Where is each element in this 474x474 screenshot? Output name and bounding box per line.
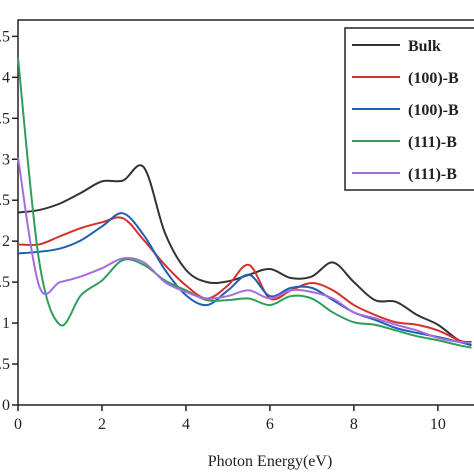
y-tick-label: 0	[2, 397, 10, 414]
x-tick-label: 0	[14, 416, 22, 433]
x-tick-label: 2	[98, 416, 106, 433]
y-tick-label: 3.5	[0, 110, 10, 127]
legend-label: (111)-B	[408, 134, 457, 151]
legend-label: Bulk	[408, 38, 441, 55]
series-line	[17, 212, 472, 347]
y-tick-label: 1	[2, 315, 10, 332]
series-line	[17, 157, 472, 344]
y-tick-label: 4	[2, 69, 10, 86]
x-axis-label: Photon Energy(eV)	[208, 453, 333, 470]
y-tick-label: 0.5	[0, 356, 10, 373]
y-tick-label: 4.5	[0, 28, 10, 45]
x-tick-label: 6	[266, 416, 274, 433]
x-tick-label: 4	[182, 416, 190, 433]
legend-label: (111)-B	[408, 166, 457, 183]
legend-label: (100)-B	[408, 102, 459, 119]
y-tick-label: 2	[2, 233, 10, 250]
series-line	[17, 57, 472, 349]
y-tick-label: 1.5	[0, 274, 10, 291]
x-tick-label: 10	[430, 416, 446, 433]
series-line	[17, 164, 472, 344]
y-tick-label: 2.5	[0, 192, 10, 209]
series-line	[17, 216, 472, 347]
x-tick-label: 8	[350, 416, 358, 433]
legend-label: (100)-B	[408, 70, 459, 87]
y-tick-label: 3	[2, 151, 10, 168]
